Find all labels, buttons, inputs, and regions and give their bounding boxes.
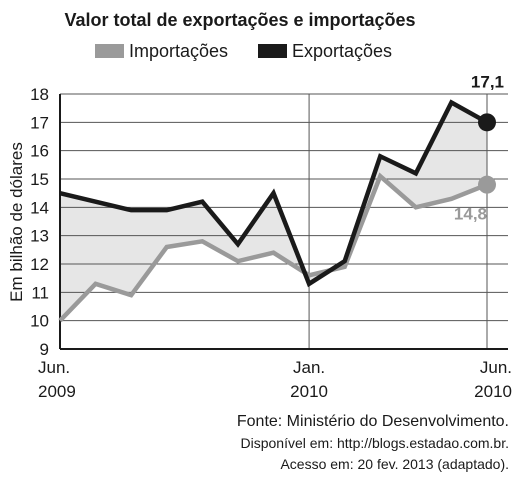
y-tick-label: 16 bbox=[30, 142, 49, 161]
legend-swatch-exportacoes bbox=[258, 44, 287, 58]
legend-label-exportacoes: Exportações bbox=[292, 41, 392, 61]
source-line-3: Acesso em: 20 fev. 2013 (adaptado). bbox=[280, 456, 509, 472]
y-tick-label: 9 bbox=[40, 340, 49, 359]
x-tick-labels: Jun. 2009 Jan. 2010 Jun. 2010 bbox=[38, 358, 512, 401]
x-tick-label-month: Jun. bbox=[38, 358, 70, 377]
source-line-2: Disponível em: http://blogs.estadao.com.… bbox=[240, 435, 509, 451]
end-point-importacoes bbox=[478, 175, 496, 194]
fill-between-area bbox=[60, 102, 487, 321]
y-tick-labels: 9 10 11 12 13 14 15 16 17 18 bbox=[30, 85, 49, 359]
series-line-exportacoes bbox=[59, 99, 489, 288]
x-tick-label-year: 2010 bbox=[474, 382, 512, 401]
x-tick-label-month: Jan. bbox=[293, 358, 325, 377]
source-line-1: Fonte: Ministério do Desenvolvimento. bbox=[236, 413, 509, 430]
y-tick-label: 14 bbox=[30, 198, 49, 217]
x-tick-label-year: 2010 bbox=[290, 382, 328, 401]
x-tick-label-year: 2009 bbox=[38, 382, 76, 401]
y-tick-label: 12 bbox=[30, 255, 49, 274]
chart: Valor total de exportações e importações… bbox=[7, 10, 512, 401]
legend-label-importacoes: Importações bbox=[129, 41, 228, 61]
series-line-importacoes bbox=[58, 172, 488, 323]
end-point-exportacoes bbox=[478, 113, 496, 132]
chart-title: Valor total de exportações e importações bbox=[64, 10, 415, 30]
y-axis-label: Em bilhão de dólares bbox=[7, 142, 26, 302]
annotation-importacoes: 14,8 bbox=[454, 205, 487, 224]
legend-swatch-importacoes bbox=[95, 44, 124, 58]
y-tick-label: 11 bbox=[31, 283, 49, 302]
axes bbox=[59, 94, 508, 350]
legend: Importações Exportações bbox=[95, 41, 392, 61]
x-tick-label-month: Jun. bbox=[480, 358, 512, 377]
y-tick-label: 18 bbox=[30, 85, 49, 104]
y-tick-label: 10 bbox=[30, 312, 49, 331]
y-tick-label: 15 bbox=[30, 170, 49, 189]
y-tick-label: 17 bbox=[30, 113, 49, 132]
y-tick-label: 13 bbox=[30, 227, 49, 246]
annotation-exportacoes: 17,1 bbox=[471, 72, 504, 91]
